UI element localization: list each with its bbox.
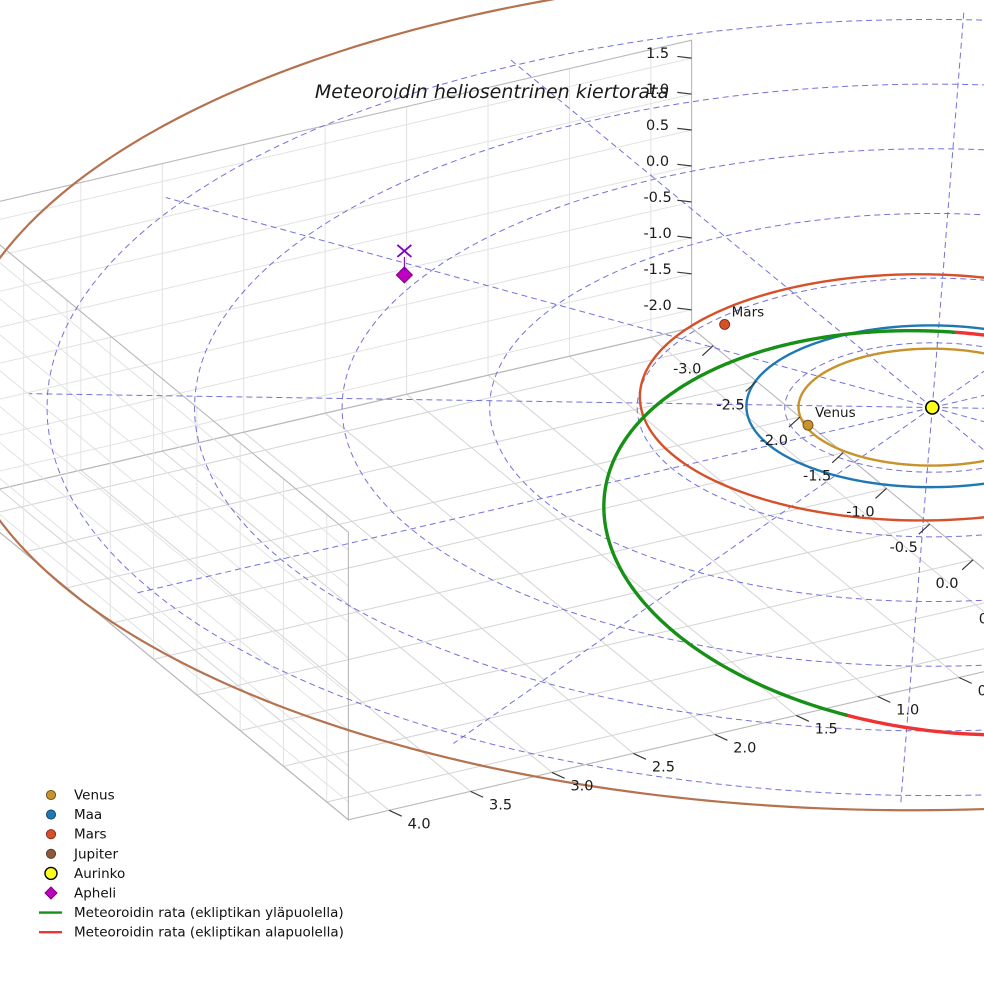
- tick-label-z-1.5: 1.5: [646, 46, 669, 62]
- marker-apheli: [395, 244, 414, 284]
- tick-y-4.0: 4.0: [388, 809, 431, 832]
- tick-label-z--0.5: -0.5: [643, 190, 671, 206]
- tick-label-y-2.5: 2.5: [652, 759, 675, 775]
- tick-label-x--2.0: -2.0: [760, 433, 788, 449]
- tick-x--1.5: -1.5: [803, 452, 844, 485]
- tick-label-x--2.5: -2.5: [716, 397, 744, 413]
- tick-x-0.0: 0.0: [935, 559, 974, 592]
- tick-label-z-1.0: 1.0: [646, 82, 669, 98]
- tick-z-1.5: 1.5: [646, 46, 692, 62]
- legend-marker-apheli[interactable]: Apheli: [44, 886, 116, 902]
- tick-label-y-3.5: 3.5: [489, 797, 512, 813]
- legend-marker-venus[interactable]: Venus: [45, 788, 115, 804]
- tick-label-x--3.0: -3.0: [673, 362, 701, 378]
- tick-x--2.0: -2.0: [760, 416, 801, 449]
- point-label-mars: Mars: [732, 304, 765, 320]
- tick-y-2.5: 2.5: [633, 752, 675, 775]
- marker-aurinko: [924, 400, 940, 415]
- tick-x--0.5: -0.5: [890, 523, 931, 556]
- tick-label-z--2.0: -2.0: [643, 298, 671, 314]
- tick-z-0.5: 0.5: [646, 118, 692, 134]
- marker-mars: Mars: [719, 304, 765, 330]
- tick-label-z-0.0: 0.0: [646, 154, 669, 170]
- chart-title: Meteoroidin heliosentrinen kiertorata: [315, 81, 669, 103]
- legend-marker-jupiter[interactable]: Jupiter: [45, 846, 118, 862]
- legend-marker-apheli-swatch: [44, 886, 58, 900]
- legend-line-above[interactable]: Meteoroidin rata (ekliptikan yläpuolella…: [39, 905, 344, 921]
- legend-marker-aurinko[interactable]: Aurinko: [44, 866, 125, 882]
- legend-marker-venus-swatch: [45, 789, 57, 801]
- axis-ticks: -3.0 -2.5 -2.0 -1.5 -1.0 -0.5 0.0 0.5 1.0 0.0 0.5 1…: [388, 46, 984, 832]
- ecliptic-polar-grid: [29, 11, 984, 804]
- tick-y-1.5: 1.5: [796, 714, 838, 737]
- legend-marker-jupiter-label: Jupiter: [73, 846, 118, 862]
- tick-label-x--1.0: -1.0: [846, 504, 874, 520]
- legend-line-below[interactable]: Meteoroidin rata (ekliptikan alapuolella…: [39, 925, 344, 941]
- tick-label-z-0.5: 0.5: [646, 118, 669, 134]
- tick-x-0.5: 0.5: [979, 611, 984, 627]
- tick-label-x-0.0: 0.0: [935, 576, 958, 592]
- tick-z-0.0: 0.0: [646, 154, 692, 170]
- tick-z--1.5: -1.5: [643, 262, 692, 278]
- tick-y-3.0: 3.0: [551, 771, 594, 794]
- tick-label-y-2.0: 2.0: [733, 740, 756, 756]
- tick-label-y-1.0: 1.0: [896, 702, 919, 718]
- legend-marker-mars-label: Mars: [74, 827, 107, 843]
- legend-marker-apheli-label: Apheli: [74, 886, 116, 902]
- point-label-venus: Venus: [815, 405, 856, 421]
- tick-label-z--1.5: -1.5: [643, 262, 671, 278]
- legend-marker-maa[interactable]: Maa: [45, 807, 102, 823]
- legend-marker-aurinko-swatch: [44, 866, 58, 881]
- tick-label-x--1.5: -1.5: [803, 469, 831, 485]
- meteoroid-orbit: [602, 328, 984, 737]
- legend-marker-jupiter-swatch: [45, 848, 57, 859]
- tick-y-1.0: 1.0: [877, 695, 919, 718]
- legend-line-below-label: Meteoroidin rata (ekliptikan alapuolella…: [74, 925, 344, 941]
- tick-z-1.0: 1.0: [646, 82, 692, 98]
- tick-label-y-4.0: 4.0: [408, 816, 431, 832]
- tick-x--2.5: -2.5: [716, 380, 757, 413]
- tick-label-x-0.5: 0.5: [979, 611, 984, 627]
- legend[interactable]: Venus Maa Mars Jupiter Aurinko Apheli Meteoroi…: [39, 788, 344, 941]
- legend-marker-aurinko-label: Aurinko: [74, 866, 125, 882]
- legend-marker-maa-swatch: [45, 809, 57, 820]
- tick-label-y-0.5: 0.5: [978, 684, 984, 700]
- legend-line-above-label: Meteoroidin rata (ekliptikan yläpuolella…: [74, 905, 344, 921]
- tick-y-0.5: 0.5: [958, 676, 984, 700]
- tick-z--0.5: -0.5: [643, 190, 692, 206]
- tick-x--3.0: -3.0: [673, 345, 714, 378]
- axes-panes: [0, 39, 984, 822]
- marker-venus: Venus: [802, 405, 856, 431]
- tick-y-2.0: 2.0: [714, 733, 756, 756]
- tick-label-y-3.0: 3.0: [570, 778, 593, 794]
- tick-label-x--0.5: -0.5: [890, 540, 918, 556]
- tick-y-3.5: 3.5: [470, 790, 512, 813]
- tick-label-y-1.5: 1.5: [815, 721, 838, 737]
- tick-z--2.0: -2.0: [643, 298, 692, 314]
- legend-marker-mars-swatch: [45, 829, 57, 840]
- tick-x--1.0: -1.0: [846, 487, 887, 520]
- legend-marker-maa-label: Maa: [74, 807, 102, 823]
- legend-marker-mars[interactable]: Mars: [45, 827, 107, 843]
- tick-label-z--1.0: -1.0: [643, 226, 671, 242]
- legend-marker-venus-label: Venus: [74, 788, 115, 804]
- tick-z--1.0: -1.0: [643, 226, 692, 242]
